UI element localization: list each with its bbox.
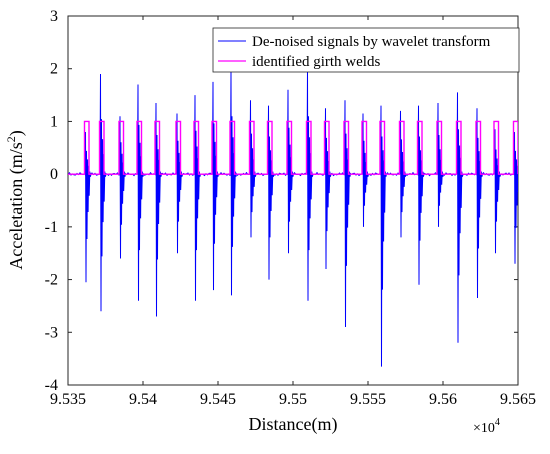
denoised-spike: [417, 105, 425, 285]
x-tick-label: 9.555: [350, 391, 386, 408]
y-tick-label: -3: [45, 324, 58, 341]
y-tick-label: 0: [50, 166, 58, 183]
denoised-spike: [306, 68, 314, 301]
y-tick-label: 3: [50, 8, 58, 25]
denoised-spike: [176, 113, 183, 254]
x-tick-label: 9.56: [429, 391, 457, 408]
y-tick-label: -2: [45, 272, 58, 289]
y-label-sup: 2: [4, 136, 18, 142]
denoised-spike: [84, 131, 92, 283]
denoised-spike: [399, 110, 407, 238]
legend: De-noised signals by wavelet transform i…: [212, 27, 520, 73]
denoised-spike: [476, 108, 483, 299]
denoised-spike: [119, 116, 126, 259]
denoised-spike: [344, 100, 351, 328]
y-tick-label: 2: [50, 61, 58, 78]
x-tick-label: 9.535: [50, 391, 86, 408]
denoised-spike: [362, 113, 369, 227]
y-label-close: ): [6, 130, 27, 136]
denoised-spike: [287, 89, 294, 254]
x-tick-label: 9.565: [500, 391, 536, 408]
denoised-spike: [494, 129, 501, 254]
y-label-main: Acceletation (m/s: [6, 142, 27, 269]
denoised-spike: [513, 131, 518, 264]
denoised-spike: [99, 73, 107, 312]
y-tick-label: -4: [45, 377, 58, 394]
plot-area: [67, 15, 519, 386]
x-axis-label: Distance(m): [249, 414, 338, 435]
y-tick-label: 1: [50, 113, 58, 130]
x-tick-label: 9.54: [129, 391, 157, 408]
denoised-spike: [249, 100, 257, 238]
denoised-spike: [137, 84, 144, 301]
x-exponent-base: ×10: [473, 421, 495, 436]
denoised-spike: [437, 102, 444, 227]
denoised-spike: [194, 95, 201, 301]
x-tick-label: 9.55: [279, 391, 307, 408]
x-axis-exponent: ×104: [473, 417, 500, 436]
denoised-spike: [267, 105, 275, 280]
denoised-spike: [324, 108, 332, 270]
denoised-spike: [230, 68, 237, 296]
y-tick-label: -1: [45, 219, 58, 236]
denoised-spike: [155, 102, 162, 317]
series-girth-welds: [68, 120, 518, 175]
denoised-spike: [456, 92, 464, 343]
tick-labels: 9.535 9.54 9.545 9.55 9.555 9.56 9.565 -4 -3 -2 -1…: [45, 8, 536, 408]
legend-label-welds: identified girth welds: [252, 54, 380, 70]
y-axis-label: Acceletation (m/s2): [4, 130, 27, 269]
legend-box: [212, 27, 520, 73]
denoised-spike: [380, 105, 387, 367]
series-group: [68, 68, 518, 367]
legend-label-denoised: De-noised signals by wavelet transform: [252, 34, 491, 50]
denoised-spike: [212, 81, 219, 291]
axis-ticks: [67, 15, 519, 386]
x-tick-label: 9.545: [200, 391, 236, 408]
series-layer: [68, 68, 518, 367]
x-exponent-power: 4: [495, 417, 500, 428]
